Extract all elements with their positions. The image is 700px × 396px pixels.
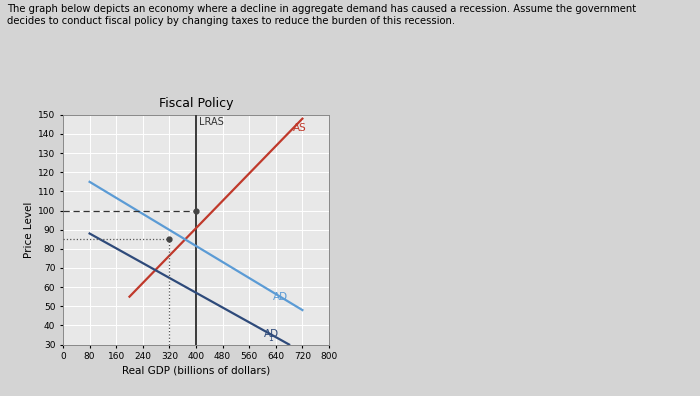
Text: LRAS: LRAS — [199, 117, 223, 127]
Text: The graph below depicts an economy where a decline in aggregate demand has cause: The graph below depicts an economy where… — [7, 4, 636, 26]
Y-axis label: Price Level: Price Level — [24, 202, 34, 258]
Text: AD: AD — [264, 329, 279, 339]
Title: Fiscal Policy: Fiscal Policy — [159, 97, 233, 110]
Text: AD: AD — [272, 292, 288, 303]
Text: AS: AS — [293, 123, 306, 133]
Text: 1: 1 — [269, 333, 273, 343]
X-axis label: Real GDP (billions of dollars): Real GDP (billions of dollars) — [122, 366, 270, 375]
